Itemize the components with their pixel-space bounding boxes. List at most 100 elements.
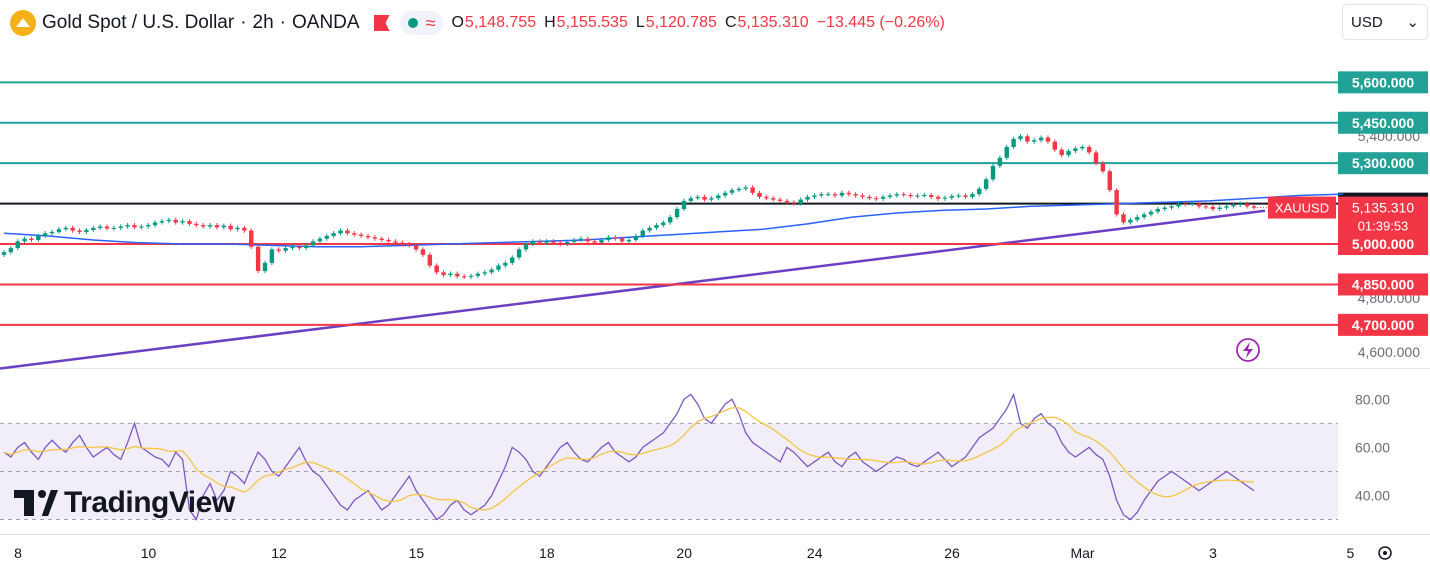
currency-value: USD <box>1351 13 1383 31</box>
candle-body <box>1011 138 1016 148</box>
candle-body <box>461 276 467 278</box>
tradingview-mark-icon <box>14 490 58 516</box>
candle-body <box>111 227 117 229</box>
candle-body <box>139 226 144 228</box>
candle-body <box>1080 147 1085 149</box>
candle-body <box>812 195 817 197</box>
candle-body <box>91 227 96 231</box>
candle-body <box>1162 207 1167 209</box>
candle-body <box>468 275 474 277</box>
candle-body <box>1224 206 1229 208</box>
lightning-bolt <box>1243 342 1253 358</box>
candle-body <box>338 230 343 234</box>
candle-body <box>564 241 570 245</box>
candle-body <box>798 199 803 204</box>
candle-body <box>578 238 584 240</box>
level-label: 5,600.000 <box>1352 74 1414 90</box>
candle-body <box>1141 214 1147 218</box>
candle-body <box>228 225 233 230</box>
candle-body <box>214 225 220 228</box>
candle-body <box>764 196 769 199</box>
tradingview-logo[interactable]: TradingView <box>14 486 235 520</box>
candle-body <box>510 257 515 263</box>
time-axis-tick: 5 <box>1347 545 1355 561</box>
ohlc-close: C5,135.310 <box>724 14 809 31</box>
candle-body <box>990 165 996 180</box>
candle-body <box>400 242 405 245</box>
time-axis-tick: 20 <box>676 545 692 561</box>
chevron-down-icon: ⌄ <box>1406 14 1419 31</box>
ohlc-low: L5,120.785 <box>635 14 717 31</box>
rsi-ma-line <box>3 407 1255 511</box>
candle-body <box>63 227 69 230</box>
candle-body <box>592 241 597 243</box>
exchange-label[interactable]: OANDA <box>292 12 360 33</box>
candle-body <box>922 194 927 196</box>
candle-body <box>1148 211 1154 215</box>
candle-body <box>1231 204 1236 207</box>
candle-body <box>152 222 158 226</box>
lightning-icon[interactable] <box>1236 338 1260 362</box>
candle-body <box>1217 207 1222 209</box>
candle-body <box>297 246 302 249</box>
candle-body <box>475 273 481 276</box>
time-axis-tick: 24 <box>807 545 823 561</box>
candle-body <box>455 273 460 277</box>
candle-body <box>887 195 893 197</box>
candle-body <box>1025 136 1030 142</box>
candle-body <box>365 235 371 238</box>
level-label-bg <box>1338 273 1428 296</box>
candle-body <box>84 230 89 232</box>
candle-body <box>606 237 611 240</box>
candle-body <box>221 225 226 228</box>
candle-body <box>1066 151 1071 156</box>
candle-body <box>956 195 961 197</box>
candle-body <box>997 157 1003 166</box>
candle-body <box>489 269 494 273</box>
time-axis-tick: 15 <box>409 545 425 561</box>
candle-body <box>736 188 742 191</box>
rsi-line <box>3 392 1255 522</box>
candle-body <box>928 194 934 197</box>
symbol-title[interactable]: Gold Spot / U.S. Dollar <box>42 12 235 33</box>
candle-body <box>352 233 357 235</box>
candle-body <box>674 209 680 218</box>
rsi-axis-tick: 80.00 <box>1355 391 1390 407</box>
candle-body <box>1121 214 1126 223</box>
market-open-dot-icon <box>407 18 418 28</box>
candle-body <box>235 227 240 230</box>
candle-body <box>482 272 487 274</box>
candle-body <box>668 217 673 223</box>
candle-body <box>1107 171 1112 191</box>
candle-body <box>407 244 412 246</box>
currency-select[interactable]: USD ⌄ <box>1342 4 1428 40</box>
candle-body <box>420 249 426 255</box>
candle-body <box>386 239 391 242</box>
market-status-pill[interactable]: ≈ <box>399 11 444 35</box>
candle-body <box>255 246 261 271</box>
candle-body <box>619 238 625 242</box>
gear-hub <box>1383 551 1387 555</box>
interval-label[interactable]: 2h <box>252 12 274 33</box>
candle-body <box>187 221 192 224</box>
candle-body <box>832 194 838 196</box>
settings-gear-icon[interactable] <box>1378 546 1392 560</box>
candle-body <box>1251 206 1257 208</box>
flag-icon[interactable] <box>373 15 390 31</box>
candle-body <box>324 235 330 239</box>
candle-body <box>777 199 783 201</box>
time-axis-tick: 10 <box>141 545 157 561</box>
candle-body <box>180 221 185 223</box>
candle-body <box>448 273 453 276</box>
level-label: 4,700.000 <box>1352 317 1414 333</box>
last-price-bg <box>1338 196 1428 237</box>
level-label: 4,850.000 <box>1352 276 1414 292</box>
candle-body <box>1210 206 1215 209</box>
candle-body <box>1038 137 1044 141</box>
candle-body <box>819 194 824 196</box>
wave-icon: ≈ <box>425 12 436 33</box>
price-axis-tick: 4,600.000 <box>1358 344 1420 360</box>
candle-body <box>1114 190 1119 215</box>
candle-body <box>530 241 536 245</box>
